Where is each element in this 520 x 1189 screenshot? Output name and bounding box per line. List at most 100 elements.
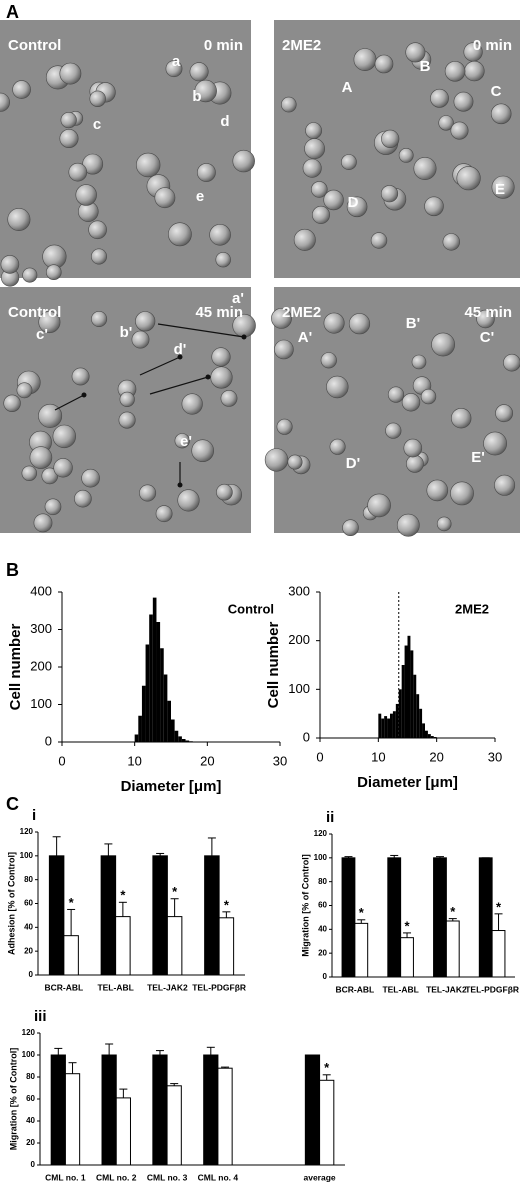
- bar: [101, 1054, 117, 1166]
- cell: [311, 205, 330, 224]
- cell: [181, 393, 203, 415]
- track-dot: [241, 334, 247, 340]
- cell: [302, 158, 322, 178]
- time-label: 45 min: [464, 304, 512, 321]
- bar: [166, 1085, 182, 1166]
- histogram-bar: [427, 734, 431, 738]
- panel-label: iii: [34, 1008, 47, 1025]
- x-tick-label: 10: [371, 749, 385, 764]
- histogram-bar: [156, 622, 161, 742]
- cell: [456, 166, 481, 191]
- figure-label: B: [6, 560, 19, 580]
- cell-label: B': [406, 315, 420, 332]
- bar: [218, 917, 235, 976]
- condition-label: 2ME2: [282, 37, 321, 54]
- histogram-bar: [430, 736, 434, 738]
- cell: [431, 332, 456, 357]
- cell: [71, 367, 90, 386]
- cell-label: C': [480, 329, 494, 346]
- condition-label: Control: [8, 304, 61, 321]
- x-tick-label: CML no. 3: [147, 1172, 188, 1182]
- cell: [196, 163, 216, 182]
- histogram-bar: [416, 694, 420, 738]
- histogram-bar: [419, 708, 423, 738]
- bar: [217, 1067, 233, 1166]
- cell: [444, 60, 466, 82]
- histogram-bar: [167, 700, 171, 742]
- cell: [494, 474, 516, 496]
- cell: [342, 519, 359, 536]
- histogram-bar: [185, 740, 190, 742]
- histogram-bar: [395, 703, 399, 738]
- cell: [59, 62, 82, 85]
- x-tick-label: TEL-ABL: [97, 982, 133, 992]
- histogram-bar: [152, 597, 157, 742]
- bar: [50, 1054, 66, 1166]
- x-tick-label: average: [304, 1172, 336, 1182]
- y-tick-label: 20: [26, 1138, 35, 1147]
- histogram-bar: [138, 715, 142, 742]
- y-tick-label: 0: [45, 733, 52, 748]
- y-tick-label: 100: [288, 681, 310, 696]
- x-tick-label: 20: [429, 749, 443, 764]
- y-tick-label: 80: [318, 877, 327, 886]
- y-tick-label: 60: [318, 901, 327, 910]
- cell: [405, 42, 426, 63]
- bar: [204, 855, 220, 976]
- cell: [82, 153, 104, 175]
- cell: [174, 433, 190, 449]
- y-tick-label: 200: [288, 632, 310, 647]
- figure-label: A: [6, 2, 19, 22]
- histogram-bar: [181, 739, 186, 742]
- y-tick-label: 40: [318, 924, 327, 933]
- cell: [341, 154, 357, 170]
- cell-label: E': [471, 449, 485, 466]
- cell: [0, 92, 10, 112]
- significance-marker: *: [69, 895, 75, 910]
- cell: [33, 513, 53, 533]
- cell: [451, 407, 472, 429]
- y-tick-label: 60: [26, 1094, 35, 1103]
- histogram-bar: [407, 635, 411, 738]
- track: [157, 323, 245, 338]
- time-label: 45 min: [195, 304, 243, 321]
- histogram-bar: [390, 713, 393, 738]
- histogram-bar: [413, 674, 417, 738]
- cell: [220, 390, 238, 407]
- cell: [194, 79, 217, 103]
- micrograph-background: [274, 287, 520, 533]
- x-tick-label: CML no. 1: [45, 1172, 86, 1182]
- cell: [154, 187, 176, 209]
- time-label: 0 min: [473, 37, 512, 54]
- cell-label: D: [348, 194, 359, 211]
- y-tick-label: 20: [318, 948, 327, 957]
- histogram-bar: [160, 648, 164, 742]
- cell-label: e: [196, 188, 204, 205]
- cell: [323, 312, 345, 334]
- x-tick-label: CML no. 4: [198, 1172, 239, 1182]
- cell: [464, 60, 485, 82]
- x-tick-label: 10: [127, 753, 141, 768]
- histogram-bar: [145, 644, 150, 742]
- cell: [420, 388, 437, 405]
- cell: [450, 481, 474, 506]
- y-tick-label: 80: [24, 875, 33, 884]
- cell: [424, 196, 444, 217]
- bar: [152, 1054, 168, 1166]
- cell: [442, 233, 461, 251]
- cell-label: a': [232, 290, 244, 307]
- y-tick-label: 120: [314, 829, 328, 838]
- cell: [131, 330, 150, 349]
- significance-marker: *: [496, 899, 502, 914]
- cell: [398, 147, 414, 163]
- panel-label: ii: [326, 809, 334, 826]
- chart-label: Control: [228, 601, 274, 616]
- cell: [264, 448, 289, 472]
- cell: [16, 382, 33, 399]
- cell: [503, 353, 520, 372]
- cell: [53, 458, 73, 478]
- cell: [274, 339, 294, 360]
- histogram-bar: [149, 614, 153, 742]
- cell: [3, 394, 21, 413]
